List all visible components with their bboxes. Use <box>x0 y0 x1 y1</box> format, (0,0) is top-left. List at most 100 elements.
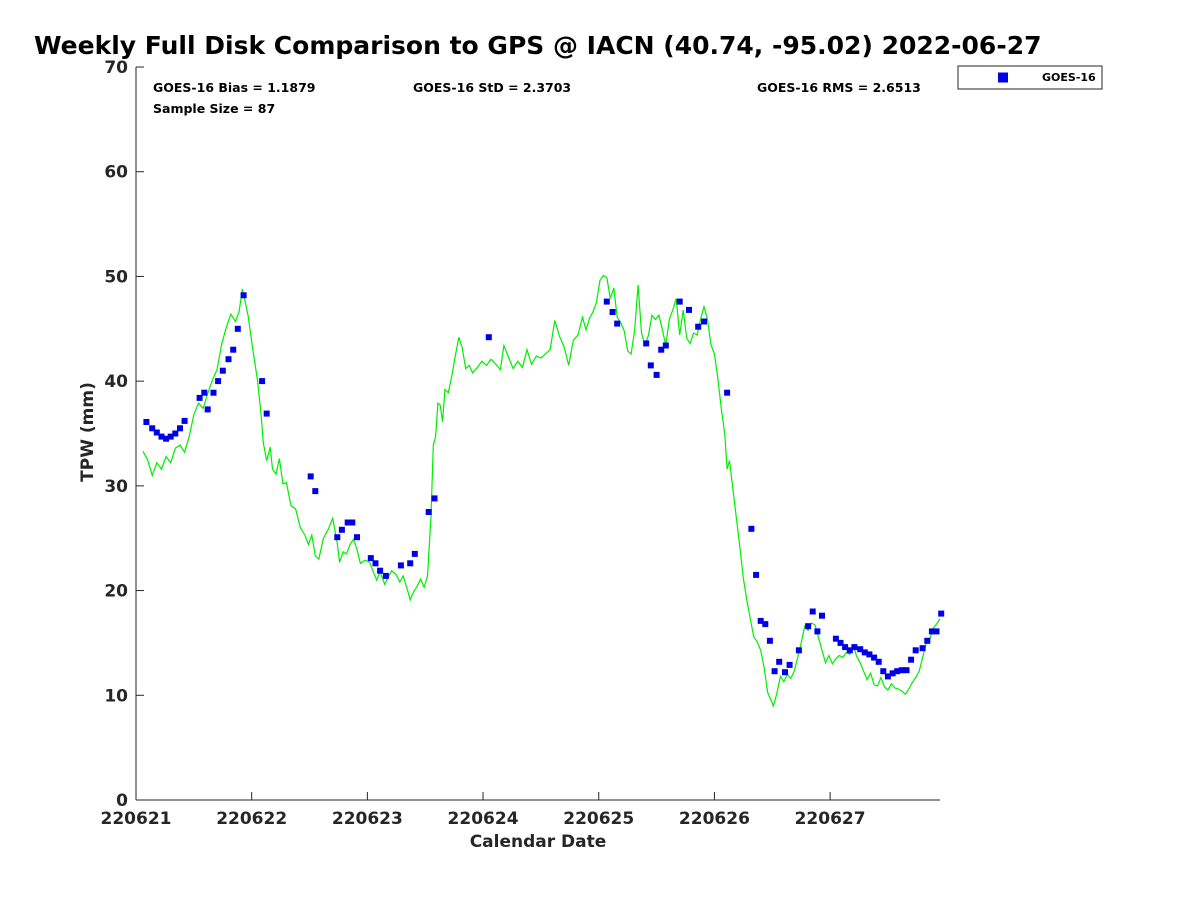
y-tick-label: 40 <box>104 372 128 392</box>
goes16-point <box>903 667 910 674</box>
goes16-point <box>603 298 610 305</box>
x-tick-label: 220623 <box>332 809 403 829</box>
legend-label-goes16: GOES-16 <box>1042 71 1096 84</box>
y-tick-label: 10 <box>104 686 128 706</box>
x-tick-label: 220622 <box>216 809 287 829</box>
goes16-point <box>857 646 864 653</box>
x-tick-label: 220624 <box>448 809 519 829</box>
chart-title: Weekly Full Disk Comparison to GPS @ IAC… <box>34 31 1042 60</box>
goes16-point <box>795 647 802 654</box>
y-tick-label: 50 <box>104 267 128 287</box>
goes16-point <box>181 417 188 424</box>
goes16-point <box>334 534 341 541</box>
goes16-point <box>748 525 755 532</box>
goes16-point <box>919 645 926 652</box>
goes16-point <box>215 378 222 385</box>
goes16-point <box>814 628 821 635</box>
goes16-point <box>614 320 621 327</box>
std-stat: GOES-16 StD = 2.3703 <box>413 80 571 95</box>
goes16-point <box>805 623 812 630</box>
goes16-point <box>933 628 940 635</box>
goes16-point <box>662 342 669 349</box>
goes16-point <box>898 667 905 674</box>
goes16-point <box>809 608 816 615</box>
goes16-point <box>889 670 896 677</box>
goes16-point <box>240 292 247 299</box>
goes16-point <box>871 654 878 661</box>
goes16-point <box>307 473 314 480</box>
goes16-point <box>866 651 873 658</box>
goes16-point <box>861 649 868 656</box>
goes16-point <box>851 644 858 651</box>
goes16-point <box>372 560 379 567</box>
stats-panel: GOES-16 Bias = 1.1879 GOES-16 StD = 2.37… <box>153 80 921 116</box>
goes16-point <box>658 346 665 353</box>
goes16-point <box>837 639 844 646</box>
goes16-point <box>912 647 919 654</box>
goes16-point <box>819 612 825 619</box>
goes16-point <box>196 394 203 401</box>
goes16-point <box>757 617 764 624</box>
bias-stat: GOES-16 Bias = 1.1879 <box>153 80 315 95</box>
goes16-point <box>377 567 384 574</box>
x-tick-label: 220625 <box>563 809 634 829</box>
x-axis-label: Calendar Date <box>470 832 607 852</box>
goes16-point <box>382 572 389 579</box>
goes16-point <box>163 435 170 442</box>
goes16-point <box>158 433 165 440</box>
y-tick-label: 70 <box>104 58 128 78</box>
goes16-point <box>367 555 374 562</box>
goes16-point <box>143 419 150 425</box>
goes16-point <box>832 635 839 642</box>
goes16-point <box>846 647 853 654</box>
goes16-point <box>894 668 901 675</box>
goes16-point <box>431 495 438 502</box>
goes16-point <box>219 367 226 374</box>
goes16-point <box>397 562 404 569</box>
goes16-point <box>924 637 931 644</box>
goes16-point <box>263 410 270 417</box>
goes16-point <box>344 519 351 526</box>
goes16-point <box>776 658 783 665</box>
goes16-point <box>724 389 731 396</box>
goes16-point <box>753 571 760 578</box>
goes16-point <box>766 637 773 644</box>
legend: GOES-16 <box>957 65 1103 90</box>
goes16-point <box>210 389 217 396</box>
goes16-point <box>153 429 160 436</box>
goes16-point <box>167 433 174 440</box>
goes16-point <box>676 298 683 305</box>
goes16-point <box>686 306 692 313</box>
goes16-point <box>782 669 788 676</box>
x-tick-label: 220621 <box>101 809 172 829</box>
goes16-point <box>411 550 418 557</box>
series-layer <box>142 274 945 708</box>
goes16-point <box>312 488 319 495</box>
x-ticks: 220621 220622 220623 220624 220625 220626 2206… <box>101 792 866 829</box>
goes16-point <box>485 334 492 341</box>
goes16-point <box>875 658 882 665</box>
goes16-point <box>701 318 707 325</box>
goes16-point <box>204 406 211 413</box>
x-tick-label: 220626 <box>679 809 750 829</box>
goes16-point <box>172 430 179 437</box>
goes16-point <box>234 325 241 332</box>
rms-stat: GOES-16 RMS = 2.6513 <box>757 80 921 95</box>
goes16-point <box>349 519 356 526</box>
goes16-point <box>225 356 232 363</box>
legend-box <box>957 65 1103 90</box>
goes16-point <box>259 378 266 385</box>
goes16-point <box>908 656 915 663</box>
y-tick-label: 20 <box>104 582 128 602</box>
y-tick-label: 0 <box>116 791 128 811</box>
goes16-point <box>425 509 432 515</box>
y-tick-label: 30 <box>104 477 128 497</box>
gps-series-line <box>142 274 941 708</box>
goes16-point <box>338 526 345 533</box>
goes16-point <box>842 644 849 651</box>
goes16-point <box>407 560 414 567</box>
goes16-point <box>354 534 360 541</box>
goes16-point <box>177 425 183 432</box>
goes16-point <box>695 323 702 330</box>
